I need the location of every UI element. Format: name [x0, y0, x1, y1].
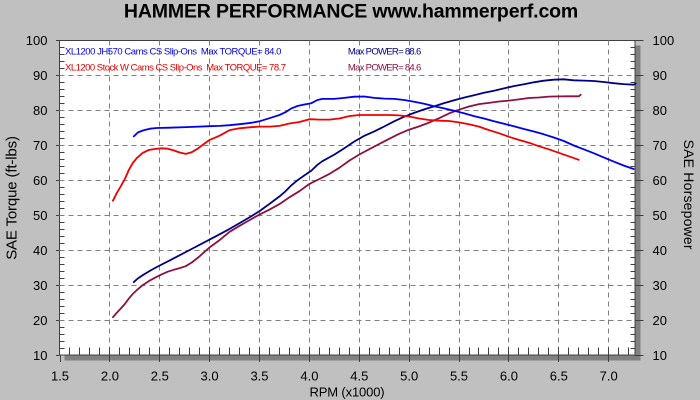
svg-text:100: 100: [26, 33, 48, 48]
svg-text:7.0: 7.0: [600, 369, 618, 384]
svg-text:60: 60: [33, 173, 47, 188]
svg-text:Max POWER= 88.6: Max POWER= 88.6: [348, 47, 421, 58]
svg-text:Max POWER= 84.6: Max POWER= 84.6: [348, 62, 421, 73]
svg-text:SAE Horsepower: SAE Horsepower: [681, 140, 697, 250]
svg-text:6.0: 6.0: [500, 369, 518, 384]
svg-text:4.5: 4.5: [350, 369, 368, 384]
svg-text:10: 10: [653, 348, 667, 363]
svg-text:20: 20: [33, 313, 47, 328]
svg-text:XL1200 JH570 Cams CS Slip-Ons: XL1200 JH570 Cams CS Slip-Ons Max TORQUE…: [65, 47, 281, 58]
svg-text:30: 30: [653, 278, 667, 293]
svg-text:90: 90: [33, 68, 47, 83]
svg-text:50: 50: [653, 208, 667, 223]
svg-text:70: 70: [33, 138, 47, 153]
svg-text:RPM (x1000): RPM (x1000): [310, 385, 385, 400]
svg-text:40: 40: [33, 243, 47, 258]
svg-text:1.5: 1.5: [51, 369, 69, 384]
svg-text:90: 90: [653, 68, 667, 83]
svg-text:4.0: 4.0: [300, 369, 318, 384]
svg-text:3.5: 3.5: [250, 369, 268, 384]
svg-text:10: 10: [33, 348, 47, 363]
svg-text:70: 70: [653, 138, 667, 153]
svg-text:20: 20: [653, 313, 667, 328]
svg-text:40: 40: [653, 243, 667, 258]
svg-text:2.0: 2.0: [101, 369, 119, 384]
svg-text:XL1200 Stock W Cams CS Slip-On: XL1200 Stock W Cams CS Slip-Ons Max TORQ…: [65, 62, 286, 73]
svg-text:50: 50: [33, 208, 47, 223]
svg-text:HAMMER PERFORMANCE www.hammerp: HAMMER PERFORMANCE www.hammerperf.com: [124, 1, 578, 23]
svg-text:80: 80: [33, 103, 47, 118]
svg-text:5.0: 5.0: [400, 369, 418, 384]
svg-text:80: 80: [653, 103, 667, 118]
svg-text:60: 60: [653, 173, 667, 188]
svg-text:5.5: 5.5: [450, 369, 468, 384]
svg-text:6.5: 6.5: [550, 369, 568, 384]
svg-text:100: 100: [653, 33, 675, 48]
svg-text:30: 30: [33, 278, 47, 293]
svg-text:3.0: 3.0: [201, 369, 219, 384]
svg-text:SAE Torque (ft-lbs): SAE Torque (ft-lbs): [4, 136, 21, 260]
svg-text:2.5: 2.5: [151, 369, 169, 384]
